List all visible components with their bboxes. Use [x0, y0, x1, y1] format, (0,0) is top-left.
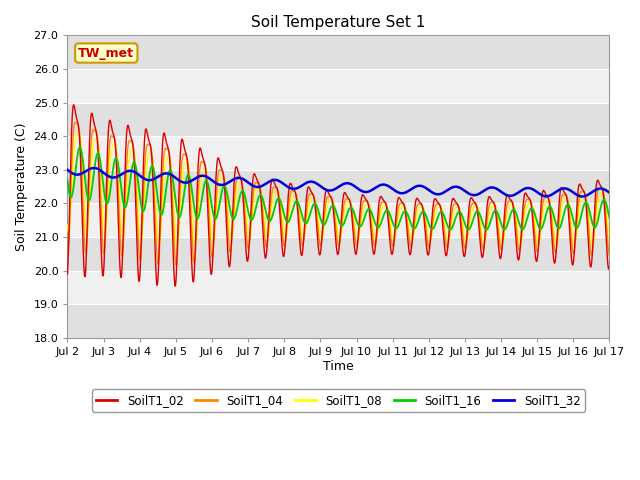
Legend: SoilT1_02, SoilT1_04, SoilT1_08, SoilT1_16, SoilT1_32: SoilT1_02, SoilT1_04, SoilT1_08, SoilT1_…: [92, 389, 586, 412]
Bar: [67, 69, 609, 103]
Bar: [67, 103, 609, 136]
Bar: [67, 304, 609, 338]
Bar: [67, 136, 609, 170]
Bar: [67, 204, 609, 237]
Bar: [67, 36, 609, 69]
Title: Soil Temperature Set 1: Soil Temperature Set 1: [252, 15, 426, 30]
Text: TW_met: TW_met: [78, 47, 134, 60]
Bar: [67, 237, 609, 271]
Bar: [67, 170, 609, 204]
Y-axis label: Soil Temperature (C): Soil Temperature (C): [15, 122, 28, 251]
X-axis label: Time: Time: [323, 360, 354, 373]
Bar: [67, 271, 609, 304]
